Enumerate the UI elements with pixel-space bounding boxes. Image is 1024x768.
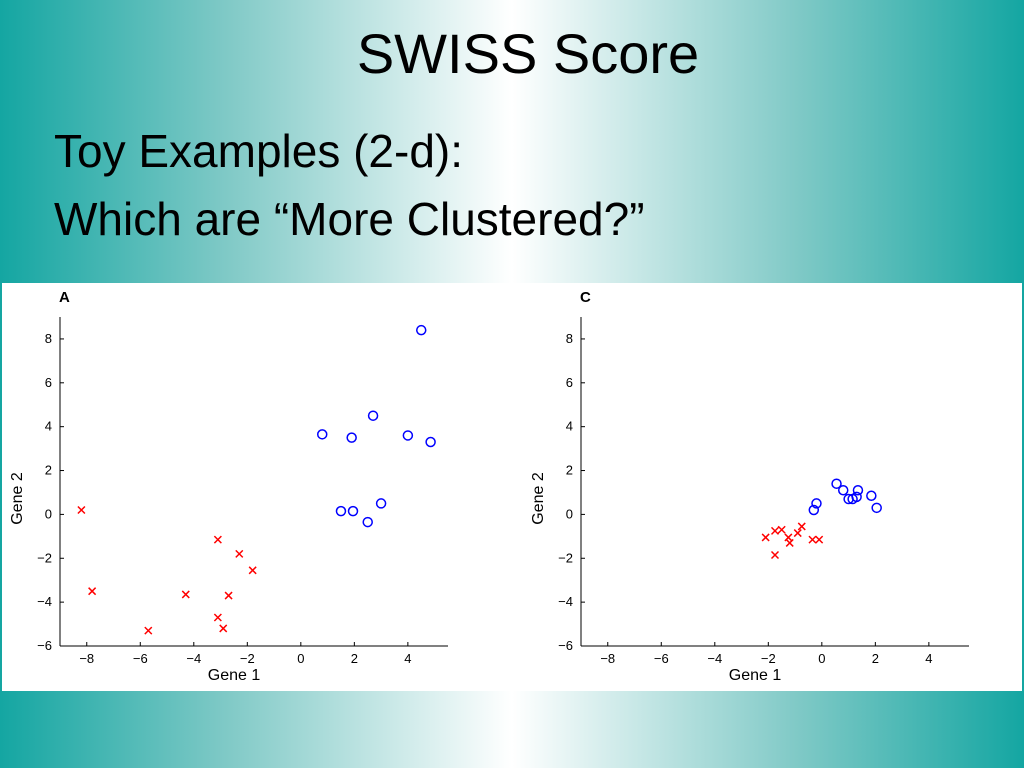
x-tick-label: 2 [351, 651, 358, 666]
slide-subtitle-line1: Toy Examples (2-d): [54, 125, 464, 177]
x-tick-label: −6 [654, 651, 669, 666]
x-axis-label: Gene 1 [729, 667, 782, 684]
y-tick-label: −6 [37, 638, 52, 653]
y-axis-label: Gene 2 [530, 472, 547, 525]
x-tick-label: −8 [600, 651, 615, 666]
data-point-circle [402, 430, 414, 441]
y-tick-label: 6 [566, 375, 573, 390]
y-tick-label: 0 [45, 506, 52, 521]
panel-label: A [59, 289, 70, 306]
data-point-x [213, 613, 222, 622]
y-tick-label: 4 [566, 419, 573, 434]
x-tick-label: −4 [186, 651, 201, 666]
data-point-circle [866, 490, 877, 502]
data-point-circle [415, 324, 427, 336]
y-tick-label: 2 [45, 463, 52, 478]
y-tick-label: −2 [37, 550, 52, 565]
data-point-circle [808, 504, 820, 516]
data-point-x [770, 550, 780, 560]
x-tick-label: −6 [133, 651, 148, 666]
x-axis-label: Gene 1 [208, 667, 261, 684]
data-point-x [777, 525, 786, 534]
x-tick-label: −4 [707, 651, 722, 666]
data-point-circle [837, 485, 849, 496]
y-tick-label: −6 [558, 638, 573, 653]
x-tick-label: −2 [240, 651, 255, 666]
data-point-circle [871, 502, 882, 514]
data-point-x [235, 549, 244, 558]
y-tick-label: 2 [566, 463, 573, 478]
data-point-circle [851, 491, 862, 503]
data-point-x [770, 526, 780, 535]
data-point-x [88, 587, 97, 596]
data-point-circle [811, 498, 822, 509]
y-axis-label: Gene 2 [9, 472, 26, 525]
slide-subtitle-line2: Which are “More Clustered?” [54, 193, 645, 245]
figure-panel: −8 −6 −4 −2 0 2 4 −6 −4 −2 0 2 4 6 8 Gene 1 Gene 2 A −8 −6 −… [2, 283, 1022, 691]
data-point-x [77, 505, 86, 515]
y-tick-label: 8 [45, 331, 52, 346]
data-point-circle [425, 436, 436, 448]
data-point-circle [362, 516, 373, 528]
x-tick-label: 2 [872, 651, 879, 666]
y-tick-label: −2 [558, 550, 573, 565]
data-point-x [761, 533, 770, 542]
data-point-x [808, 535, 817, 544]
scatter-figure: −8 −6 −4 −2 0 2 4 −6 −4 −2 0 2 4 6 8 Gene 1 Gene 2 A −8 −6 −… [9, 289, 969, 684]
y-tick-label: 4 [45, 419, 52, 434]
data-point-circle [335, 505, 347, 517]
data-point-x [224, 591, 233, 600]
data-point-circle [346, 432, 357, 443]
data-point-x [144, 626, 153, 635]
data-point-x [797, 522, 806, 531]
x-tick-label: −2 [761, 651, 776, 666]
x-tick-label: −8 [79, 651, 94, 666]
y-tick-label: 8 [566, 331, 573, 346]
y-tick-label: −4 [37, 594, 52, 609]
data-point-x [793, 529, 802, 538]
y-tick-label: −4 [558, 594, 573, 609]
data-point-x [248, 566, 257, 575]
x-tick-label: 4 [925, 651, 932, 666]
data-point-x [213, 535, 222, 544]
y-tick-label: 6 [45, 375, 52, 390]
data-point-x [815, 535, 824, 544]
data-point-x [219, 624, 228, 633]
data-point-circle [347, 505, 359, 517]
data-point-x [181, 590, 190, 599]
data-point-circle [367, 410, 379, 421]
slide-title: SWISS Score [356, 22, 700, 85]
data-point-circle [831, 478, 842, 489]
panel-label: C [580, 289, 591, 306]
x-tick-label: 0 [297, 651, 304, 666]
data-point-x [785, 538, 794, 547]
x-tick-label: 0 [818, 651, 825, 666]
y-tick-label: 0 [566, 506, 573, 521]
x-tick-label: 4 [404, 651, 411, 666]
data-point-circle [375, 498, 387, 509]
data-point-circle [316, 429, 328, 440]
data-point-circle [852, 485, 864, 496]
